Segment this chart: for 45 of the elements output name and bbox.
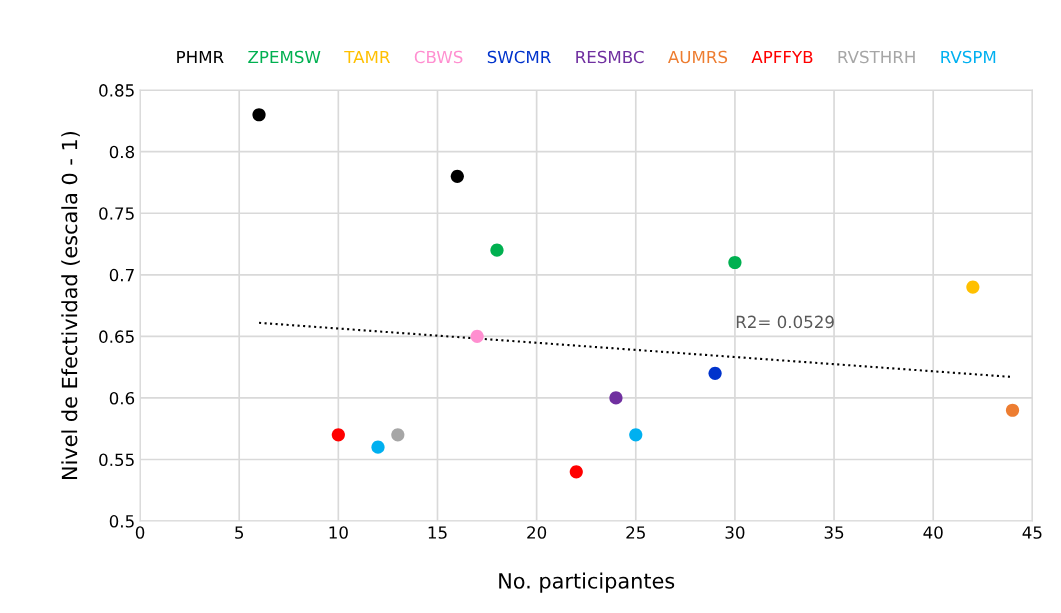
point [629,428,643,442]
y-tick-label: 0.7 [109,268,134,282]
text: APFFYB [751,50,813,64]
x-tick-label: 35 [824,526,844,539]
x-tick-label: 15 [428,526,447,539]
x-tick-label: 45 [1022,526,1042,539]
x-tick-label: 40 [923,526,943,539]
point [391,428,405,442]
point [470,329,484,343]
text: SWCMR [487,50,551,64]
point [252,108,266,122]
text: PHMR [177,50,224,64]
text: ZPEMSW [248,50,321,64]
y-tick-label: 0.6 [109,391,135,405]
point [490,243,504,257]
text: RVSTHRH [838,50,915,64]
point [450,169,464,183]
text: AUMRS [668,50,728,64]
x-tick-label: 20 [527,526,547,539]
point [728,255,742,270]
text: CBWS [414,50,463,64]
point [1005,403,1020,417]
annotation: R2= 0.0529 [736,315,834,329]
y-tick-label: 0.55 [99,453,134,467]
x-tick-label: 30 [725,526,745,539]
y-tick-label: 0.75 [99,207,134,220]
x-tick-label: 0 [135,526,145,539]
y-tick-label: 0.65 [99,330,134,343]
x-tick-label: 5 [235,526,244,539]
y-tick-label: 0.8 [109,145,135,159]
text: TAMR [344,50,391,64]
point [708,366,722,380]
point [609,391,623,405]
text: RESMBC [576,50,644,64]
y-tick-label: 0.85 [99,84,134,97]
y-tick-label: 0.5 [109,515,134,528]
point [966,280,980,294]
x-tick-label: 25 [626,526,645,539]
point [569,465,583,479]
point [331,428,345,442]
x-tick-label: 10 [329,526,348,539]
point [371,440,385,454]
y-axis-title: Nivel de Efectividad (escala 0 - 1) [61,131,80,479]
text: RVSPM [941,50,996,64]
x-axis-title: No. participantes [499,572,675,593]
